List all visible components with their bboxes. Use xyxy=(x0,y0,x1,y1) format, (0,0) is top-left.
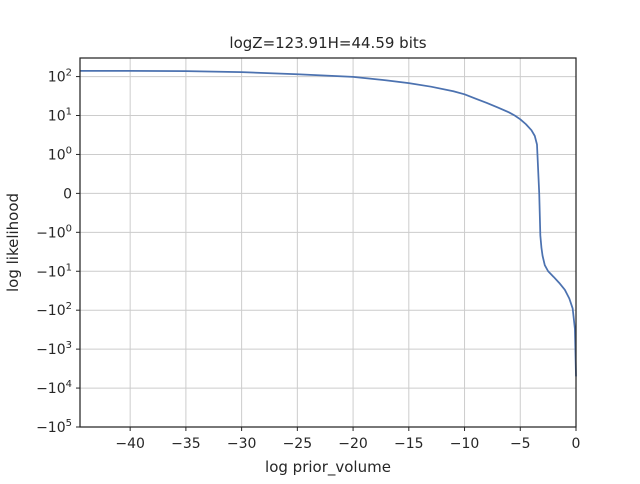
y-tick-exponent: 5 xyxy=(66,418,72,429)
series-line xyxy=(80,70,577,377)
y-tick-base: 10 xyxy=(48,381,66,397)
y-tick-label: −100 xyxy=(36,223,72,241)
y-tick-base: 10 xyxy=(48,303,66,319)
x-tick-label: −35 xyxy=(171,436,201,452)
x-axis: −40 −35 −30 −25 −20 −15 −10 −5 0 xyxy=(115,427,580,452)
y-tick-label: 100 xyxy=(48,145,72,163)
x-tick-label: −30 xyxy=(227,436,257,452)
y-tick-base: 10 xyxy=(48,420,66,436)
chart-title: logZ=123.91H=44.59 bits xyxy=(229,34,426,52)
y-tick-base: 10 xyxy=(48,70,66,86)
y-tick-sign: − xyxy=(36,342,48,358)
y-tick-exponent: 3 xyxy=(66,340,72,351)
x-tick-label: −40 xyxy=(115,436,145,452)
y-tick-exponent: 0 xyxy=(66,223,72,234)
y-tick-exponent: 1 xyxy=(66,262,72,273)
x-tick-label: −25 xyxy=(283,436,313,452)
y-tick-sign: − xyxy=(36,420,48,436)
y-tick-sign: − xyxy=(36,303,48,319)
y-tick-base: 10 xyxy=(48,342,66,358)
y-tick-label: −101 xyxy=(36,262,72,280)
y-tick-sign: − xyxy=(36,225,48,241)
y-tick-label: −103 xyxy=(36,340,72,358)
y-tick-sign: − xyxy=(36,264,48,280)
y-tick-exponent: 4 xyxy=(66,379,72,390)
y-tick-exponent: 2 xyxy=(66,301,72,312)
grid xyxy=(80,58,577,428)
y-axis-label: log likelihood xyxy=(4,193,22,292)
x-tick-label: 0 xyxy=(572,436,581,452)
y-tick-base: 10 xyxy=(48,109,66,125)
x-axis-label: log prior_volume xyxy=(265,458,391,477)
x-tick-label: −5 xyxy=(510,436,531,452)
plot-frame xyxy=(79,57,577,428)
plot-area xyxy=(80,70,577,377)
x-tick-label: −10 xyxy=(450,436,480,452)
y-tick-base: 0 xyxy=(63,186,72,202)
y-tick-label: −104 xyxy=(36,379,72,397)
y-tick-label: 0 xyxy=(63,186,72,202)
y-tick-label: −102 xyxy=(36,301,72,319)
x-tick-label: −20 xyxy=(338,436,368,452)
y-tick-exponent: 1 xyxy=(66,107,72,118)
y-tick-label: 102 xyxy=(48,68,72,86)
y-tick-sign: − xyxy=(36,381,48,397)
y-tick-base: 10 xyxy=(48,264,66,280)
y-tick-exponent: 0 xyxy=(66,145,72,156)
y-tick-base: 10 xyxy=(48,147,66,163)
y-tick-label: −105 xyxy=(36,418,72,436)
y-tick-label: 101 xyxy=(48,107,72,125)
y-tick-exponent: 2 xyxy=(66,68,72,79)
y-tick-base: 10 xyxy=(48,225,66,241)
x-tick-label: −15 xyxy=(394,436,424,452)
